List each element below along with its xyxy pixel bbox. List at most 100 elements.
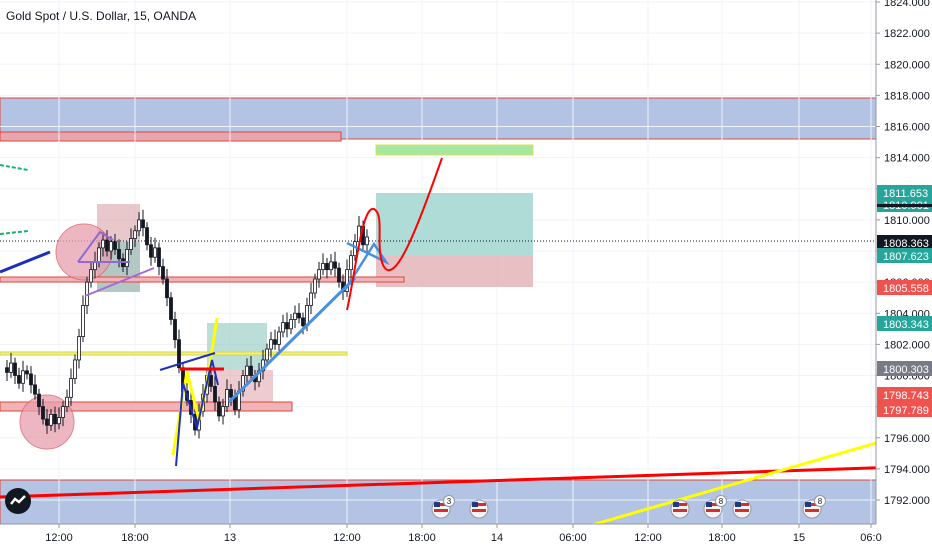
- economic-events: 3 8 8: [431, 495, 826, 519]
- candle-body: [317, 269, 321, 280]
- candle-body: [25, 370, 29, 375]
- candle-body: [365, 236, 369, 246]
- y-tick-label: 1824.000: [884, 0, 930, 9]
- candle-body: [273, 339, 277, 345]
- candle-body: [113, 241, 117, 250]
- price-line-black: [877, 204, 932, 207]
- y-tick-label: 1810.000: [884, 215, 930, 227]
- event-badge: [443, 495, 455, 507]
- candle-body: [73, 359, 77, 380]
- candle-body: [93, 261, 97, 271]
- candle-body: [325, 263, 329, 271]
- flag-stripe: [673, 509, 687, 512]
- price-tag: [877, 387, 932, 402]
- y-tick-label: 1794.000: [884, 464, 930, 476]
- candle-body: [49, 414, 53, 426]
- event-badge-count: 8: [719, 497, 724, 506]
- x-tick-label: 06:0: [860, 532, 881, 544]
- purple-line-2: [84, 267, 155, 297]
- x-tick-label: 13: [224, 532, 236, 544]
- candle-body: [133, 230, 137, 239]
- candle-body: [89, 269, 93, 283]
- price-tag: [877, 248, 932, 263]
- blue-line-mid: [159, 352, 216, 371]
- candle-body: [37, 393, 41, 408]
- x-tick-label: 18:00: [408, 532, 436, 544]
- candle-body: [45, 418, 49, 426]
- candle-body: [109, 241, 113, 252]
- candle-body: [217, 401, 221, 417]
- candle-body: [177, 339, 181, 369]
- flag-stripe: [706, 509, 720, 512]
- candle-body: [249, 365, 253, 376]
- price-tag: [877, 316, 932, 331]
- candle-body: [77, 336, 81, 361]
- y-tick-label: 1814.000: [884, 153, 930, 165]
- flag-canton: [673, 502, 679, 507]
- x-tick-label: 14: [491, 532, 503, 544]
- event-badge-count: 3: [447, 497, 452, 506]
- event-badge: [715, 495, 727, 507]
- candle-body: [301, 317, 305, 327]
- candle-body: [265, 348, 269, 361]
- candle-body: [101, 239, 105, 249]
- candle-body: [29, 373, 33, 386]
- candle-body: [105, 239, 109, 252]
- y-tick-label: 1816.000: [884, 122, 930, 134]
- price-tag: [877, 280, 932, 295]
- red-projection-curve: [346, 157, 443, 311]
- x-tick-label: 18:00: [708, 532, 736, 544]
- y-tick-label: 1818.000: [884, 90, 930, 102]
- candle-body: [53, 414, 57, 425]
- candle-body: [125, 249, 129, 267]
- price-tag-label: 1797.789: [883, 405, 929, 417]
- candle-body: [285, 322, 289, 330]
- candle-body: [41, 406, 45, 420]
- candle-body: [33, 384, 37, 395]
- candle-body: [281, 322, 285, 333]
- resistance-box: [0, 131, 342, 142]
- candle-body: [129, 238, 133, 250]
- candle-body: [345, 269, 349, 292]
- candle-body: [153, 247, 157, 258]
- event-badge: [814, 495, 826, 507]
- price-tag-label: 1808.363: [883, 238, 929, 250]
- level-1805: [0, 276, 405, 283]
- candle-body: [17, 375, 21, 384]
- flag-stripe: [472, 503, 486, 506]
- candle-body: [297, 312, 301, 319]
- candle-body: [241, 375, 245, 392]
- tradingview-logo[interactable]: [5, 488, 31, 514]
- candle-body: [337, 267, 341, 283]
- candle-body: [225, 389, 229, 408]
- flag-stripe: [673, 503, 687, 506]
- candle-body: [65, 396, 69, 408]
- candlestick-series: [5, 209, 369, 439]
- long-profit-box: [376, 193, 533, 256]
- y-tick-label: 1796.000: [884, 433, 930, 445]
- price-axis-bg: [876, 0, 932, 550]
- candle-body: [69, 378, 73, 398]
- price-tag: [877, 235, 932, 250]
- price-tag-label: 1805.558: [883, 283, 929, 295]
- candle-body: [157, 247, 161, 267]
- candle-body: [137, 219, 141, 232]
- candle-body: [333, 261, 337, 269]
- level-1798: [0, 401, 293, 412]
- candle-body: [277, 331, 281, 345]
- price-tag-label: 1803.343: [883, 319, 929, 331]
- dash-green-2: [0, 230, 29, 235]
- time-axis-bg: [0, 524, 932, 550]
- time-axis[interactable]: 12:00 18:00 13 12:00 18:00 14 06:00 12:00 18:00 1…: [45, 524, 882, 544]
- candle-body: [161, 266, 165, 280]
- flag-stripe: [434, 503, 448, 506]
- candle-body: [213, 385, 217, 403]
- x-tick-label: 12:00: [634, 532, 662, 544]
- candle-body: [209, 375, 213, 387]
- target-box: [375, 144, 534, 156]
- candle-body: [13, 362, 17, 376]
- candle-body: [169, 297, 173, 320]
- flag-stripe: [805, 509, 819, 512]
